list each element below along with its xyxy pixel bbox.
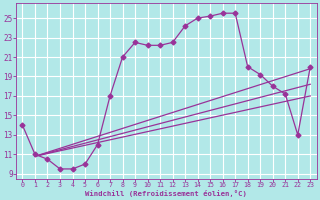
X-axis label: Windchill (Refroidissement éolien,°C): Windchill (Refroidissement éolien,°C) — [85, 190, 247, 197]
